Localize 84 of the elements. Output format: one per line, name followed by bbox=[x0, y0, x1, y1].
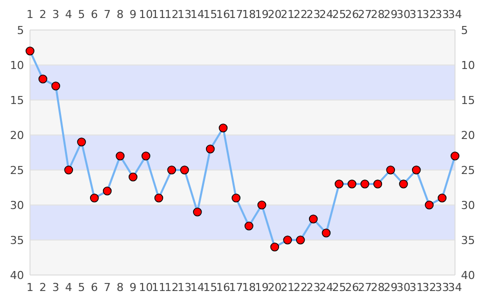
y-tick-label: 25 bbox=[10, 164, 24, 177]
x-tick-label: 11 bbox=[152, 281, 166, 294]
x2-tick-label: 24 bbox=[319, 8, 334, 21]
x2-tick-label: 26 bbox=[344, 8, 359, 21]
x-tick-label: 32 bbox=[422, 281, 436, 294]
x-tick-label: 31 bbox=[409, 281, 424, 294]
x-tick-label: 26 bbox=[344, 281, 359, 294]
x2-tick-label: 16 bbox=[216, 8, 230, 21]
x-tick-label: 9 bbox=[130, 281, 137, 294]
x-tick-label: 28 bbox=[370, 281, 385, 294]
x2-tick-label: 1 bbox=[26, 8, 34, 21]
x-tick-label: 18 bbox=[242, 281, 256, 294]
x-tick-label: 34 bbox=[448, 281, 462, 294]
x-tick-label: 33 bbox=[435, 281, 450, 294]
x-tick-label: 14 bbox=[190, 281, 204, 294]
x2-tick-label: 18 bbox=[242, 8, 256, 21]
x-tick-label: 13 bbox=[178, 281, 192, 294]
x2-tick-label: 13 bbox=[178, 8, 192, 21]
x-tick-label: 5 bbox=[78, 281, 86, 294]
x-tick-label: 3 bbox=[52, 281, 60, 294]
y-tick-label: 40 bbox=[10, 268, 24, 282]
x-tick-label: 19 bbox=[254, 281, 269, 294]
x2-tick-label: 11 bbox=[152, 8, 166, 21]
x-tick-label: 27 bbox=[358, 281, 372, 294]
x2-tick-label: 28 bbox=[370, 8, 385, 21]
x2-tick-label: 12 bbox=[164, 8, 179, 21]
x-tick-label: 12 bbox=[164, 281, 179, 294]
x2-tick-label: 29 bbox=[384, 8, 398, 21]
y-tick-label: 30 bbox=[10, 198, 24, 212]
x-tick-label: 6 bbox=[90, 281, 98, 294]
x2-tick-label: 22 bbox=[293, 8, 308, 21]
x-tick-label: 24 bbox=[319, 281, 334, 294]
y-tick-label: 15 bbox=[10, 94, 24, 107]
y2-tick-label: 40 bbox=[461, 268, 475, 282]
x-tick-label: 1 bbox=[26, 281, 34, 294]
x-tick-label: 23 bbox=[306, 281, 320, 294]
y2-tick-label: 30 bbox=[461, 198, 475, 212]
x-tick-label: 21 bbox=[280, 281, 295, 294]
y-tick-label: 10 bbox=[10, 58, 24, 72]
x2-tick-label: 5 bbox=[78, 8, 86, 21]
x-tick-label: 15 bbox=[203, 281, 218, 294]
x2-tick-label: 33 bbox=[435, 8, 450, 21]
x2-tick-label: 2 bbox=[39, 8, 46, 21]
y2-tick-label: 25 bbox=[461, 164, 475, 177]
y2-tick-label: 15 bbox=[461, 94, 475, 107]
x2-tick-label: 9 bbox=[130, 8, 137, 21]
x2-tick-label: 20 bbox=[268, 8, 282, 21]
x2-tick-label: 23 bbox=[306, 8, 320, 21]
x-tick-label: 10 bbox=[138, 281, 153, 294]
y-tick-label: 35 bbox=[10, 234, 24, 247]
x2-tick-label: 21 bbox=[280, 8, 295, 21]
x-tick-label: 8 bbox=[116, 281, 124, 294]
x-tick-label: 20 bbox=[268, 281, 282, 294]
x-tick-label: 17 bbox=[229, 281, 244, 294]
x-tick-label: 30 bbox=[396, 281, 410, 294]
x-tick-label: 25 bbox=[332, 281, 346, 294]
x2-tick-label: 15 bbox=[203, 8, 218, 21]
x2-tick-label: 17 bbox=[229, 8, 244, 21]
x2-tick-label: 8 bbox=[116, 8, 124, 21]
y-tick-label: 20 bbox=[10, 128, 24, 142]
x-tick-label: 2 bbox=[39, 281, 46, 294]
y2-tick-label: 5 bbox=[461, 24, 468, 37]
y2-tick-label: 35 bbox=[461, 234, 475, 247]
x2-tick-label: 3 bbox=[52, 8, 60, 21]
x-tick-label: 29 bbox=[384, 281, 398, 294]
x2-tick-label: 27 bbox=[358, 8, 372, 21]
x2-tick-label: 19 bbox=[254, 8, 269, 21]
x2-tick-label: 31 bbox=[409, 8, 424, 21]
y-tick-label: 5 bbox=[17, 24, 24, 37]
x2-tick-label: 6 bbox=[90, 8, 98, 21]
x-tick-label: 16 bbox=[216, 281, 230, 294]
x2-tick-label: 14 bbox=[190, 8, 204, 21]
x-tick-label: 7 bbox=[104, 281, 111, 294]
x2-tick-label: 10 bbox=[138, 8, 153, 21]
x2-tick-label: 32 bbox=[422, 8, 436, 21]
x-tick-label: 4 bbox=[65, 281, 72, 294]
x2-tick-label: 4 bbox=[65, 8, 72, 21]
x2-tick-label: 7 bbox=[104, 8, 111, 21]
x2-tick-label: 30 bbox=[396, 8, 410, 21]
x2-tick-label: 25 bbox=[332, 8, 346, 21]
x-tick-label: 22 bbox=[293, 281, 308, 294]
y2-tick-label: 20 bbox=[461, 128, 475, 142]
y2-tick-label: 10 bbox=[461, 58, 475, 72]
x2-tick-label: 34 bbox=[448, 8, 462, 21]
